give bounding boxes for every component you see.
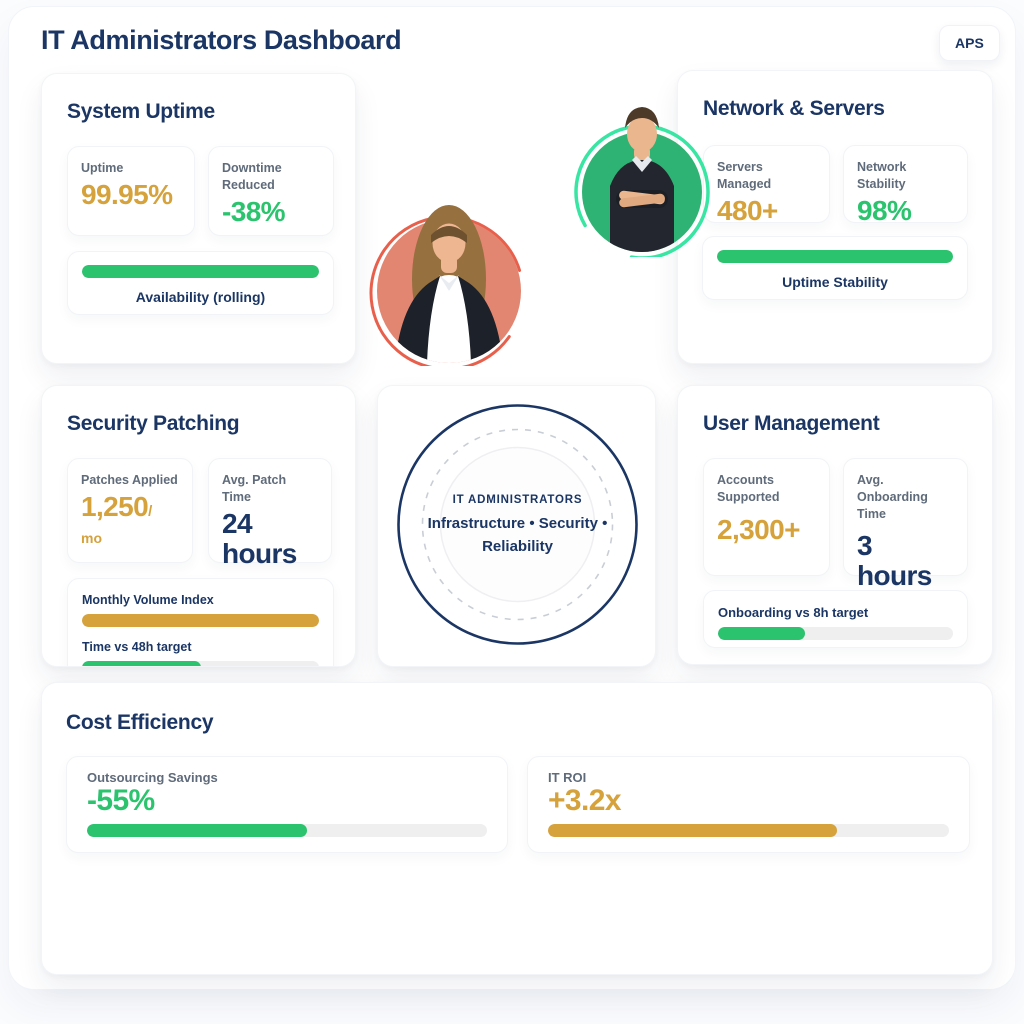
avatar-photo bbox=[610, 107, 674, 252]
dashboard-container: IT Administrators Dashboard APS System U… bbox=[8, 6, 1016, 990]
bar-track bbox=[82, 614, 319, 627]
stat-label: Accounts Supported bbox=[717, 473, 780, 504]
stat-value: 24 hours bbox=[222, 507, 297, 569]
progress-track bbox=[717, 250, 953, 263]
bar-track bbox=[82, 661, 319, 666]
avg-patch-time-stat-box: Avg. Patch Time 24 hours bbox=[208, 458, 332, 569]
card-title: Security Patching bbox=[67, 412, 240, 435]
stat-label: Downtime Reduced bbox=[222, 161, 282, 192]
stat-label: Servers Managed bbox=[717, 160, 772, 191]
accounts-supported-stat-box: Accounts Supported 2,300+ bbox=[703, 458, 830, 576]
avg-onboarding-stat-box: Avg. Onboarding Time 3 hours bbox=[843, 458, 968, 591]
bar-fill bbox=[82, 614, 319, 627]
aps-badge[interactable]: APS bbox=[939, 25, 1000, 61]
uptime-stability-progress-box: Uptime Stability bbox=[702, 236, 968, 300]
stat-value: 480+ bbox=[717, 194, 778, 226]
metric-label: Outsourcing Savings bbox=[87, 770, 218, 785]
emblem-subtitle: Infrastructure • Security • Reliability bbox=[427, 515, 608, 556]
metric-label: IT ROI bbox=[548, 770, 587, 785]
male-admin-avatar bbox=[574, 107, 710, 257]
avatar-ring bbox=[574, 124, 710, 257]
downtime-stat-box: Downtime Reduced -38% bbox=[208, 146, 334, 236]
stat-value: 3 hours bbox=[857, 529, 932, 591]
stat-value: -38% bbox=[222, 195, 286, 227]
page-title: IT Administrators Dashboard bbox=[41, 25, 402, 55]
network-servers-card: Network & Servers Servers Managed 480+ N… bbox=[677, 70, 993, 364]
onboarding-progress-box: Onboarding vs 8h target bbox=[703, 590, 968, 648]
security-patching-card: Security Patching Patches Applied 1,250/… bbox=[41, 385, 356, 667]
progress-fill bbox=[82, 265, 319, 278]
stat-unit: mo bbox=[81, 530, 102, 547]
emblem-card: IT ADMINISTRATORS Infrastructure • Secur… bbox=[377, 385, 656, 667]
metric-fill bbox=[87, 823, 307, 837]
per-slash: / bbox=[148, 502, 152, 520]
metric-track bbox=[87, 823, 487, 837]
stat-label: Avg. Onboarding Time bbox=[857, 473, 928, 521]
stat-value: 98% bbox=[857, 194, 912, 226]
progress-label: Onboarding vs 8h target bbox=[718, 605, 869, 620]
stat-value: 99.95% bbox=[81, 178, 173, 210]
emblem-rings bbox=[397, 404, 638, 645]
progress-label: Uptime Stability bbox=[782, 274, 888, 290]
metric-value: -55% bbox=[87, 784, 155, 817]
progress-fill bbox=[717, 250, 953, 263]
stat-label: Avg. Patch Time bbox=[222, 473, 287, 504]
uptime-stat-box: Uptime 99.95% bbox=[67, 146, 195, 236]
progress-label: Availability (rolling) bbox=[135, 289, 266, 305]
card-title: System Uptime bbox=[67, 100, 215, 123]
metric-fill bbox=[548, 823, 837, 837]
emblem-title: IT ADMINISTRATORS bbox=[452, 494, 583, 506]
female-admin-avatar bbox=[369, 205, 525, 366]
avatar-ring bbox=[369, 215, 525, 366]
outsourcing-savings-metric: Outsourcing Savings -55% bbox=[66, 756, 508, 853]
bar-fill bbox=[82, 661, 201, 666]
patching-bars-box: Monthly Volume Index Time vs 48h target bbox=[67, 578, 334, 666]
card-title: Network & Servers bbox=[703, 97, 885, 120]
system-uptime-card: System Uptime Uptime 99.95% Downtime Red… bbox=[41, 73, 356, 364]
user-management-card: User Management Accounts Supported 2,300… bbox=[677, 385, 993, 665]
stat-value: 1,250/ bbox=[81, 490, 152, 522]
bar-label: Time vs 48h target bbox=[82, 640, 192, 654]
avatar-photo bbox=[395, 205, 503, 363]
metric-value: +3.2x bbox=[548, 784, 622, 817]
servers-managed-stat-box: Servers Managed 480+ bbox=[703, 145, 830, 226]
network-stability-stat-box: Network Stability 98% bbox=[843, 145, 968, 226]
cost-efficiency-card: Cost Efficiency Outsourcing Savings -55%… bbox=[41, 682, 993, 975]
bar-label: Monthly Volume Index bbox=[82, 593, 214, 607]
emblem-text: IT ADMINISTRATORS Infrastructure • Secur… bbox=[378, 494, 657, 559]
card-title: Cost Efficiency bbox=[66, 711, 214, 734]
patches-applied-stat-box: Patches Applied 1,250/ mo bbox=[67, 458, 193, 563]
progress-track bbox=[718, 627, 953, 640]
it-roi-metric: IT ROI +3.2x bbox=[527, 756, 970, 853]
progress-track bbox=[82, 265, 319, 278]
metric-track bbox=[548, 823, 949, 837]
stat-label: Uptime bbox=[81, 161, 124, 175]
stat-label: Patches Applied bbox=[81, 473, 178, 487]
card-title: User Management bbox=[703, 412, 880, 435]
stat-label: Network Stability bbox=[857, 160, 907, 191]
availability-progress-box: Availability (rolling) bbox=[67, 251, 334, 315]
progress-fill bbox=[718, 627, 805, 640]
stat-value: 2,300+ bbox=[717, 513, 800, 545]
